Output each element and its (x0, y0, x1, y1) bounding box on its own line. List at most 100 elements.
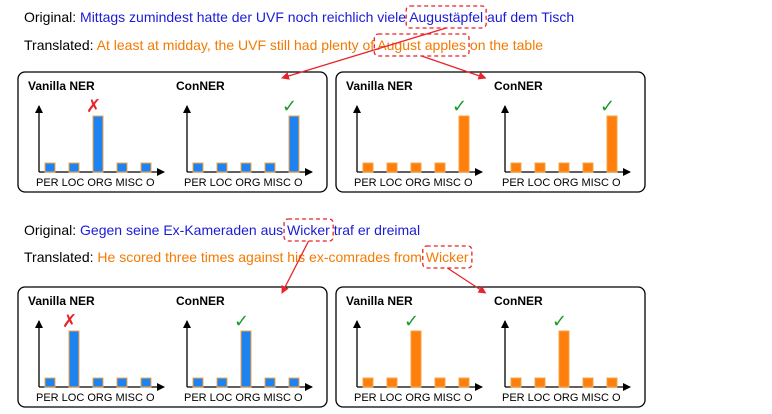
ex1-original-conner-chart-title: ConNER (176, 79, 225, 93)
ex1-original-vanilla-bar-misc (116, 162, 128, 173)
ex2-original-conner-bar-org (240, 330, 252, 388)
ex1-translated-vanilla-chart: Vanilla NER PER LOC ORG MISC O ✓ (346, 79, 483, 189)
ex1-translated-conner-chart-title: ConNER (494, 79, 543, 93)
ex2-translated-vanilla-bar-o (458, 377, 470, 388)
ex2-original-entity: Wicker (287, 222, 330, 238)
ex1-original-conner-bar-o (288, 115, 300, 173)
ex2-original-text-before: Gegen seine Ex-Kameraden aus (80, 222, 287, 238)
ex1-translated-sentence: Translated: At least at midday, the UVF … (24, 37, 543, 53)
ex1-translated-text-before: At least at midday, the UVF still had pl… (97, 37, 378, 53)
ex1-original-text-before: Mittags zumindest hatte der UVF noch rei… (80, 9, 409, 25)
ex1-translated-entity: August apples (377, 37, 466, 53)
check-icon: ✓ (452, 96, 467, 117)
ex2-original-conner-bar-loc (216, 377, 228, 388)
ex2-translated-conner-bar-misc (582, 377, 594, 388)
ex2-arrow-original (281, 240, 310, 294)
ex1-translated-text-after: on the table (466, 37, 543, 53)
ex1-original-text-after: auf dem Tisch (483, 9, 574, 25)
ex2-translated-text-before: He scored three times against his ex-com… (97, 249, 425, 265)
ex2-original-conner-chart-title: ConNER (176, 294, 225, 308)
ex1-original-vanilla-bar-o (140, 162, 152, 173)
ex1-translated-conner-bar-org (558, 162, 570, 173)
ex2-original-vanilla-bar-loc (68, 330, 80, 388)
ex2-translated-conner-bar-org (558, 330, 570, 388)
ex1-original-sentence: Original: Mittags zumindest hatte der UV… (24, 9, 574, 25)
ex2-translated-entity: Wicker (426, 249, 469, 265)
ex2-translated-conner-bar-per (510, 377, 522, 388)
ex2-translated-conner-bar-o (606, 377, 618, 388)
ex2-original-vanilla-chart-title: Vanilla NER (28, 294, 95, 308)
ex2-translated-vanilla-x-tick-labels: PER LOC ORG MISC O (354, 392, 473, 404)
ex2-translated-vanilla-bar-per (362, 377, 374, 388)
ex2-translated-conner-x-tick-labels: PER LOC ORG MISC O (502, 392, 621, 404)
ex1-original-vanilla-bar-loc (68, 162, 80, 173)
ex2-original-conner-chart: ConNER PER LOC ORG MISC O ✓ (176, 294, 313, 404)
ex1-panel-original (17, 71, 328, 193)
ex2-translated-vanilla-chart-title: Vanilla NER (346, 294, 413, 308)
ex1-panel-translated (335, 71, 646, 193)
ex2-original-conner-bar-misc (264, 377, 276, 388)
ex1-translated-conner-bar-per (510, 162, 522, 173)
ex2-original-vanilla-x-tick-labels: PER LOC ORG MISC O (36, 392, 155, 404)
ex1-original-label: Original: (24, 9, 80, 25)
ex1-original-vanilla-bar-per (44, 162, 56, 173)
check-icon: ✓ (600, 96, 615, 117)
ex1-translated-label: Translated: (24, 37, 97, 53)
check-icon: ✓ (282, 96, 297, 117)
ex1-translated-conner-chart: ConNER PER LOC ORG MISC O ✓ (494, 79, 631, 189)
ex2-original-text-after: traf er dreimal (330, 222, 420, 238)
ex2-translated-vanilla-bar-misc (434, 377, 446, 388)
ex1-original-vanilla-chart: Vanilla NER PER LOC ORG MISC O ✗ (28, 79, 165, 189)
ex2-original-vanilla-bar-o (140, 377, 152, 388)
ex1-translated-vanilla-bar-per (362, 162, 374, 173)
ex1-original-vanilla-chart-title: Vanilla NER (28, 79, 95, 93)
ex2-translated-vanilla-bar-org (410, 330, 422, 388)
ex2-original-vanilla-bar-org (92, 377, 104, 388)
ex1-translated-vanilla-chart-title: Vanilla NER (346, 79, 413, 93)
ex1-translated-conner-bar-misc (582, 162, 594, 173)
ex1-original-conner-x-tick-labels: PER LOC ORG MISC O (184, 177, 303, 189)
ex2-translated-sentence: Translated: He scored three times agains… (24, 249, 469, 265)
ex2-original-conner-bar-o (288, 377, 300, 388)
ex1-original-conner-bar-per (192, 162, 204, 173)
cross-icon: ✗ (86, 96, 101, 117)
ex2-panel-translated (335, 286, 646, 408)
ex1-original-vanilla-x-tick-labels: PER LOC ORG MISC O (36, 177, 155, 189)
ex2-panel-original (17, 286, 328, 408)
ex2-original-vanilla-bar-misc (116, 377, 128, 388)
ex1-translated-vanilla-bar-loc (386, 162, 398, 173)
ex2-original-conner-x-tick-labels: PER LOC ORG MISC O (184, 392, 303, 404)
ex2-translated-vanilla-bar-loc (386, 377, 398, 388)
ex2-translated-conner-chart-title: ConNER (494, 294, 543, 308)
ex1-original-conner-chart: ConNER PER LOC ORG MISC O ✓ (176, 79, 313, 189)
check-icon: ✓ (552, 311, 567, 332)
ex1-translated-vanilla-bar-misc (434, 162, 446, 173)
ex1-original-conner-bar-org (240, 162, 252, 173)
ex1-translated-vanilla-bar-org (410, 162, 422, 173)
ex1-original-entity: Augustäpfel (409, 9, 483, 25)
ex1-translated-vanilla-x-tick-labels: PER LOC ORG MISC O (354, 177, 473, 189)
ex1-translated-conner-bar-loc (534, 162, 546, 173)
ex2-translated-label: Translated: (24, 249, 97, 265)
ex2-original-vanilla-bar-per (44, 377, 56, 388)
ex1-translated-conner-bar-o (606, 115, 618, 173)
ex2-original-sentence: Original: Gegen seine Ex-Kameraden aus W… (24, 222, 420, 238)
cross-icon: ✗ (62, 311, 77, 332)
ex1-translated-vanilla-bar-o (458, 115, 470, 173)
ex2-translated-vanilla-chart: Vanilla NER PER LOC ORG MISC O ✓ (346, 294, 483, 404)
ex1-translated-conner-x-tick-labels: PER LOC ORG MISC O (502, 177, 621, 189)
ex2-translated-conner-chart: ConNER PER LOC ORG MISC O ✓ (494, 294, 631, 404)
ex2-original-vanilla-chart: Vanilla NER PER LOC ORG MISC O ✗ (28, 294, 165, 404)
ex1-arrow-original (281, 27, 447, 80)
ex1-original-conner-bar-loc (216, 162, 228, 173)
ex1-original-conner-bar-misc (264, 162, 276, 173)
ex2-original-label: Original: (24, 222, 80, 238)
check-icon: ✓ (234, 311, 249, 332)
check-icon: ✓ (404, 311, 419, 332)
ex1-original-vanilla-bar-org (92, 115, 104, 173)
ex2-original-conner-bar-per (192, 377, 204, 388)
ex2-arrow-translated (446, 267, 487, 294)
ex1-arrow-translated (421, 55, 487, 80)
ex2-translated-conner-bar-loc (534, 377, 546, 388)
